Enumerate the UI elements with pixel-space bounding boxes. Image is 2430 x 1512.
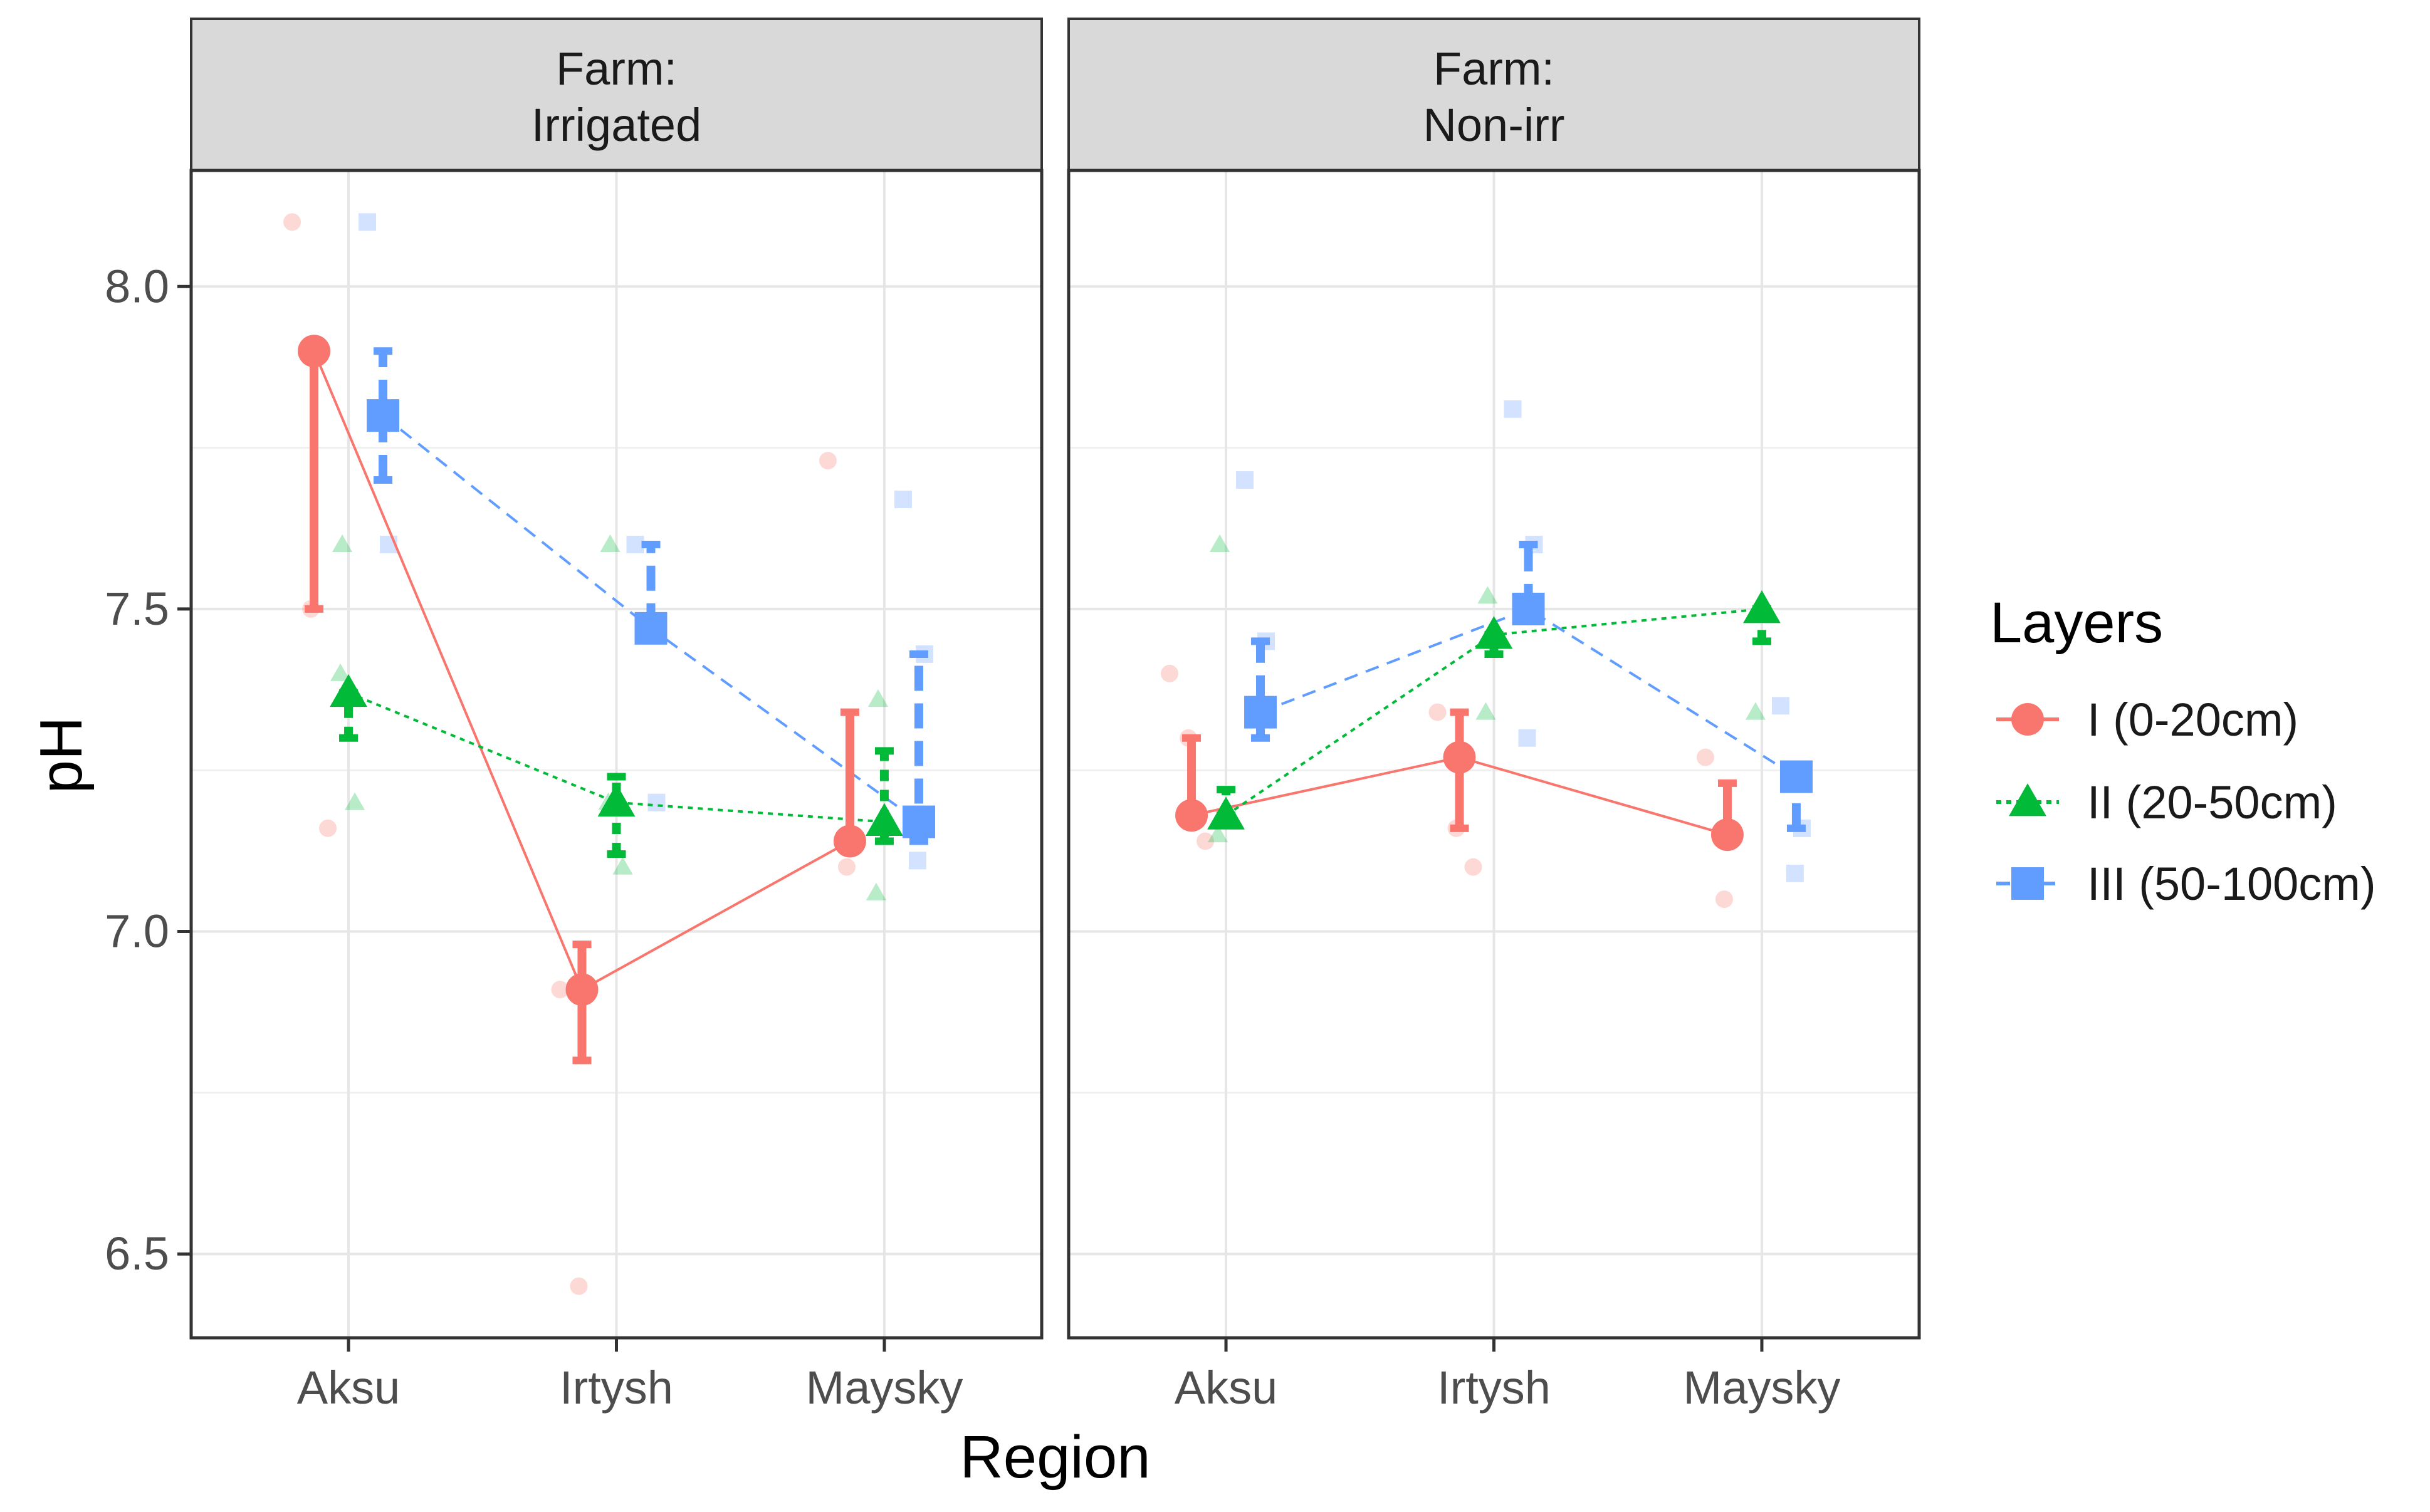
raw-data-point xyxy=(319,819,337,837)
raw-data-point xyxy=(600,534,621,553)
raw-data-point xyxy=(330,663,351,681)
mean-point xyxy=(367,399,400,432)
mean-point xyxy=(1779,760,1813,793)
y-tick-label: 6.5 xyxy=(105,1228,169,1280)
raw-data-point xyxy=(1786,864,1804,882)
x-tick-label: Irtysh xyxy=(560,1362,673,1414)
raw-data-point xyxy=(570,1277,588,1295)
x-axis-title: Region xyxy=(960,1424,1150,1491)
facet-strip xyxy=(1067,18,1920,172)
legend-key-marker xyxy=(2011,703,2044,736)
x-tick-label: Aksu xyxy=(297,1362,401,1414)
raw-data-point xyxy=(612,857,633,875)
legend-label: II (20-50cm) xyxy=(2087,776,2337,828)
mean-point xyxy=(1512,592,1545,625)
mean-point xyxy=(1443,741,1476,774)
facet-strip-title: Farm: xyxy=(556,43,677,95)
y-tick-label: 7.0 xyxy=(105,905,169,957)
mean-point xyxy=(1244,696,1277,729)
raw-data-point xyxy=(1428,703,1447,721)
raw-data-point xyxy=(1236,471,1254,489)
legend-key-marker xyxy=(2009,783,2046,816)
mean-point xyxy=(298,335,331,368)
y-axis-title: pH xyxy=(28,717,95,794)
raw-data-point xyxy=(894,490,912,508)
x-tick-label: Maysky xyxy=(1684,1362,1841,1414)
legend-label: I (0-20cm) xyxy=(2087,694,2298,746)
raw-data-point xyxy=(908,852,926,870)
raw-data-point xyxy=(344,792,365,810)
raw-data-point xyxy=(332,534,353,553)
raw-data-point xyxy=(1504,400,1522,418)
legend-key-marker xyxy=(2011,867,2044,900)
raw-data-point xyxy=(1464,858,1482,876)
raw-data-point xyxy=(283,213,301,231)
facet-strip-title: Farm: xyxy=(1433,43,1554,95)
mean-point xyxy=(565,973,599,1006)
raw-data-point xyxy=(1518,729,1536,747)
y-tick-label: 8.0 xyxy=(105,260,169,312)
raw-data-point xyxy=(1771,697,1789,715)
facet-strip-subtitle: Non-irr xyxy=(1423,99,1564,151)
raw-data-point xyxy=(1475,702,1496,720)
raw-data-point xyxy=(1696,748,1714,766)
mean-point xyxy=(597,783,636,817)
facet-strip-subtitle: Irrigated xyxy=(532,99,701,151)
mean-point xyxy=(1207,796,1245,830)
raw-data-point xyxy=(867,689,889,707)
raw-data-point xyxy=(359,213,377,231)
raw-data-point xyxy=(866,882,887,900)
mean-point xyxy=(634,612,668,645)
legend-label: III (50-100cm) xyxy=(2087,858,2376,910)
series-line xyxy=(1260,607,1798,778)
mean-point xyxy=(1743,590,1781,623)
x-tick-label: Maysky xyxy=(806,1362,963,1414)
x-tick-label: Irtysh xyxy=(1437,1362,1551,1414)
x-tick-label: Aksu xyxy=(1175,1362,1278,1414)
mean-point xyxy=(1710,818,1744,852)
mean-point xyxy=(866,803,903,836)
raw-data-point xyxy=(1715,890,1733,909)
raw-data-point xyxy=(1197,832,1215,850)
mean-point xyxy=(1175,799,1208,832)
y-tick-label: 7.5 xyxy=(105,583,169,635)
facet-strip xyxy=(190,18,1043,172)
legend-title: Layers xyxy=(1990,591,2163,655)
mean-point xyxy=(902,805,935,838)
raw-data-point xyxy=(1745,702,1766,720)
raw-data-point xyxy=(1207,825,1228,843)
raw-data-point xyxy=(1209,534,1230,553)
raw-data-point xyxy=(1161,664,1179,682)
raw-data-point xyxy=(1477,586,1498,604)
mean-point xyxy=(1475,616,1513,649)
mean-point xyxy=(330,674,367,707)
mean-point xyxy=(833,825,866,858)
raw-data-point xyxy=(837,858,856,876)
raw-data-point xyxy=(626,535,644,553)
raw-data-point xyxy=(551,981,569,999)
raw-data-point xyxy=(819,452,837,470)
raw-data-point xyxy=(647,793,666,811)
